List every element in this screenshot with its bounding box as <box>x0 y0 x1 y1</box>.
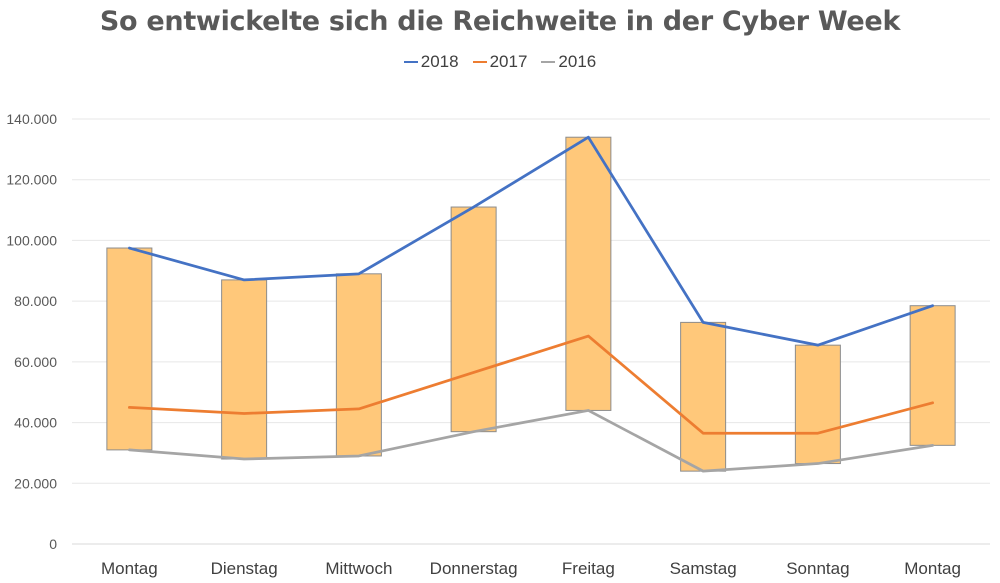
series-line-2017 <box>128 334 934 435</box>
legend-entry-2018: 2018 <box>403 52 459 72</box>
high-low-bar <box>106 247 153 451</box>
y-tick-label: 0 <box>49 536 57 552</box>
legend-label-2018: 2018 <box>420 52 459 71</box>
legend-swatch-2016 <box>541 61 556 63</box>
series-line-2018 <box>128 135 934 347</box>
y-tick-label: 140.000 <box>6 111 57 127</box>
series-line-2016 <box>128 409 934 473</box>
x-tick-label: Montag <box>101 559 158 578</box>
chart-title: So entwickelte sich die Reichweite in de… <box>99 6 901 37</box>
x-tick-label: Samstag <box>670 559 737 578</box>
legend: 2018 2017 2016 <box>0 52 1000 72</box>
high-low-bar <box>221 279 268 460</box>
high-low-bar <box>909 305 956 446</box>
y-tick-label: 100.000 <box>6 232 57 248</box>
x-tick-label: Donnerstag <box>430 559 518 578</box>
x-tick-label: Freitag <box>562 559 615 578</box>
y-tick-label: 80.000 <box>14 293 57 309</box>
legend-label-2017: 2017 <box>489 52 528 71</box>
legend-entry-2016: 2016 <box>541 52 596 72</box>
high-low-bar <box>565 136 612 411</box>
high-low-bar <box>680 321 727 472</box>
legend-label-2016: 2016 <box>558 52 597 71</box>
x-tick-label: Sonntag <box>786 559 849 578</box>
high-low-bar <box>794 344 841 465</box>
high-low-bar <box>335 273 382 457</box>
y-tick-label: 120.000 <box>6 172 57 188</box>
y-tick-label: 40.000 <box>14 415 57 431</box>
x-tick-label: Dienstag <box>211 559 278 578</box>
x-tick-label: Montag <box>904 559 961 578</box>
legend-swatch-2018 <box>403 61 418 63</box>
legend-entry-2017: 2017 <box>472 52 528 72</box>
x-tick-label: Mittwoch <box>325 559 392 578</box>
y-tick-label: 60.000 <box>14 354 57 370</box>
high-low-bar <box>450 206 497 433</box>
y-tick-label: 20.000 <box>14 475 57 491</box>
legend-swatch-2017 <box>472 61 487 63</box>
